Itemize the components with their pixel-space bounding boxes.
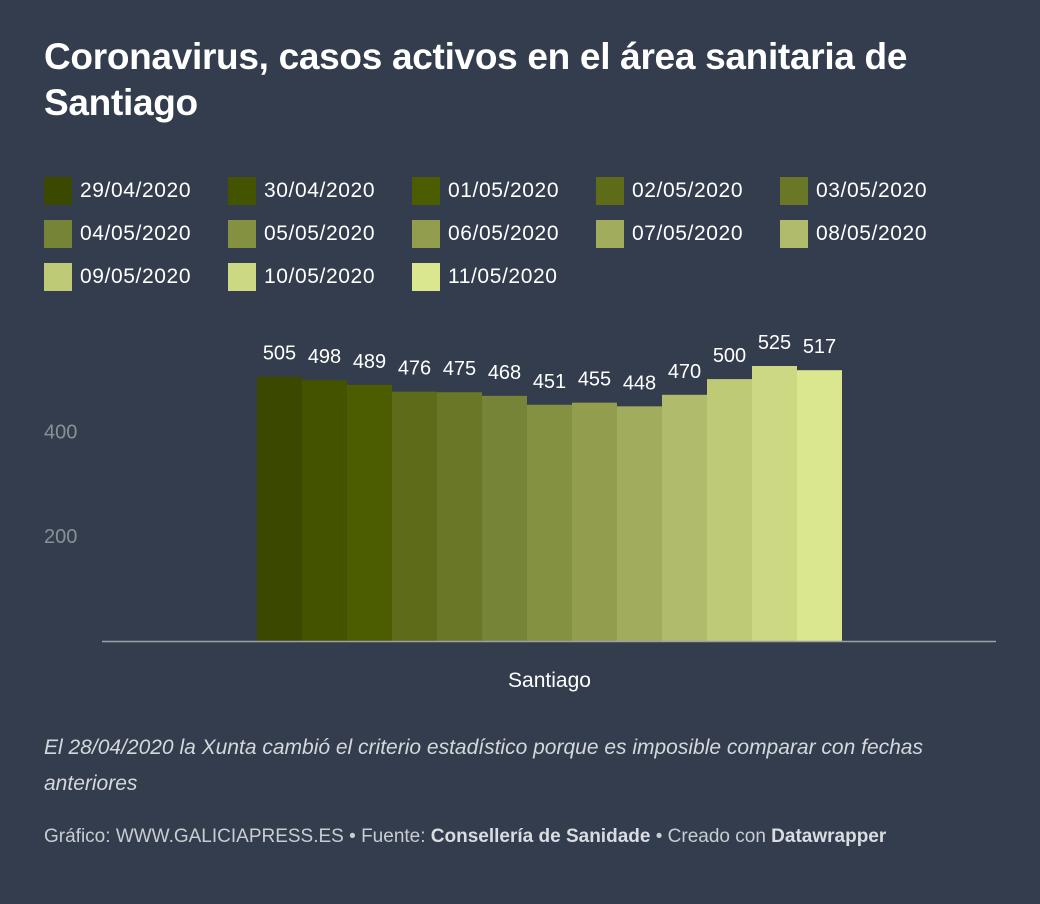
chart-note: El 28/04/2020 la Xunta cambió el criteri… — [44, 736, 923, 795]
bar[interactable] — [662, 394, 707, 641]
data-label: 525 — [758, 332, 791, 354]
legend-item: 05/05/2020 — [228, 217, 375, 251]
bar[interactable] — [617, 406, 662, 641]
legend-label: 30/04/2020 — [264, 179, 376, 202]
legend-swatch — [596, 177, 624, 205]
data-label: 476 — [398, 358, 431, 380]
legend-item: 09/05/2020 — [44, 260, 191, 294]
legend-swatch — [228, 220, 256, 248]
bar[interactable] — [437, 392, 482, 641]
legend-item: 02/05/2020 — [596, 174, 743, 208]
legend-label: 09/05/2020 — [80, 265, 192, 288]
legend-swatch — [596, 220, 624, 248]
data-label: 505 — [263, 342, 296, 364]
footer-datawrapper-link[interactable]: Datawrapper — [771, 826, 887, 847]
bar[interactable] — [527, 404, 572, 641]
legend-item: 10/05/2020 — [228, 260, 375, 294]
legend-swatch — [780, 177, 808, 205]
legend-swatch — [44, 263, 72, 291]
legend-item: 11/05/2020 — [412, 260, 558, 294]
legend-label: 11/05/2020 — [448, 265, 558, 288]
legend-item: 06/05/2020 — [412, 217, 559, 251]
legend-label: 04/05/2020 — [80, 222, 192, 245]
data-label: 517 — [803, 336, 836, 358]
bar[interactable] — [572, 402, 617, 641]
data-label: 455 — [578, 369, 611, 391]
legend-swatch — [228, 177, 256, 205]
legend-swatch — [44, 220, 72, 248]
legend-swatch — [412, 263, 440, 291]
bar[interactable] — [752, 366, 797, 641]
legend-item: 29/04/2020 — [44, 174, 191, 208]
bar[interactable] — [257, 376, 302, 641]
legend-label: 29/04/2020 — [80, 179, 192, 202]
legend-swatch — [412, 220, 440, 248]
y-tick-label: 200 — [44, 526, 77, 548]
legend-swatch — [780, 220, 808, 248]
legend-item: 07/05/2020 — [596, 217, 743, 251]
chart-title: Coronavirus, casos activos en el área sa… — [44, 36, 908, 123]
legend-label: 10/05/2020 — [264, 265, 376, 288]
footer-graphic-prefix: Gráfico: — [44, 826, 116, 847]
legend-swatch — [44, 177, 72, 205]
legend-item: 04/05/2020 — [44, 217, 191, 251]
bar[interactable] — [707, 379, 752, 641]
footer-separator: • — [650, 826, 668, 847]
legend-label: 02/05/2020 — [632, 179, 744, 202]
footer-source-prefix: Fuente: — [361, 826, 431, 847]
bar[interactable] — [302, 380, 347, 641]
legend-label: 06/05/2020 — [448, 222, 560, 245]
bar[interactable] — [482, 395, 527, 641]
y-tick-label: 400 — [44, 421, 77, 443]
legend-item: 03/05/2020 — [780, 174, 927, 208]
data-label: 448 — [623, 372, 656, 394]
data-label: 500 — [713, 345, 746, 367]
legend-label: 05/05/2020 — [264, 222, 376, 245]
data-label: 489 — [353, 351, 386, 373]
bar-chart: 200 400 505 498 489 476 475 468 451 455 448 470 500 5… — [44, 332, 996, 692]
data-label: 475 — [443, 358, 476, 380]
bar[interactable] — [347, 384, 392, 641]
footer-created-prefix: Creado con — [667, 826, 772, 847]
legend-item: 30/04/2020 — [228, 174, 375, 208]
data-label: 470 — [668, 361, 701, 383]
bar[interactable] — [797, 370, 842, 641]
category-label: Santiago — [508, 669, 591, 692]
legend-label: 08/05/2020 — [816, 222, 928, 245]
legend-label: 01/05/2020 — [448, 179, 560, 202]
legend-item: 08/05/2020 — [780, 217, 927, 251]
legend-swatch — [412, 177, 440, 205]
footer-graphic-link[interactable]: WWW.GALICIAPRESS.ES — [115, 826, 344, 847]
data-label: 468 — [488, 362, 521, 384]
legend-swatch — [228, 263, 256, 291]
data-label: 498 — [308, 346, 341, 368]
footer-separator: • — [343, 826, 362, 847]
legend-label: 07/05/2020 — [632, 222, 744, 245]
bar[interactable] — [392, 391, 437, 641]
footer-source-link[interactable]: Consellería de Sanidade — [430, 826, 651, 847]
legend-label: 03/05/2020 — [816, 179, 928, 202]
data-label: 451 — [533, 371, 566, 393]
chart-footer: Gráfico: WWW.GALICIAPRESS.ES • Fuente: C… — [44, 826, 1024, 848]
legend-item: 01/05/2020 — [412, 174, 559, 208]
